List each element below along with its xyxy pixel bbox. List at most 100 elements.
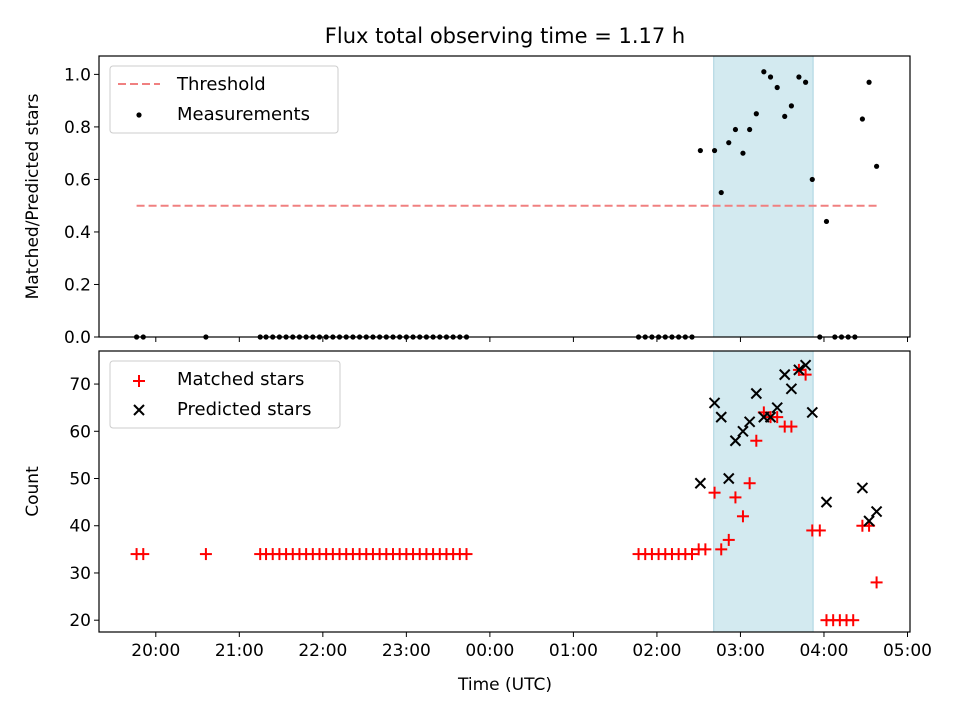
x-tick-label: 03:00: [716, 641, 765, 661]
bottom-y-axis-label: Count: [23, 466, 43, 517]
predicted-stars-point: [793, 364, 805, 376]
matched-stars-point: [743, 477, 756, 490]
predicted-stars-point-b: [737, 425, 749, 437]
legend-measurements-label: Measurements: [177, 104, 310, 125]
x-tick-label: 23:00: [382, 641, 431, 661]
x-tick-label: 20:00: [131, 641, 180, 661]
measurement-point: [859, 116, 865, 122]
measurement-point: [802, 79, 809, 85]
matched-stars-point: [785, 420, 798, 433]
predicted-stars-point: [743, 416, 756, 428]
measurement-point: [774, 84, 780, 91]
measurement-point: [718, 189, 724, 196]
matched-stars-point: [699, 543, 712, 556]
predicted-stars-point-b: [694, 477, 707, 489]
legend-threshold-label: Threshold: [176, 74, 266, 95]
y-tick-label: 40: [69, 517, 91, 537]
x-tick-label: 02:00: [632, 641, 681, 661]
y-tick-label: 1.0: [64, 65, 91, 85]
x-tick-label: 00:00: [465, 641, 514, 661]
predicted-stars-point-b: [715, 411, 727, 423]
predicted-stars-point-b: [729, 435, 742, 447]
predicted-stars-point-b: [771, 401, 783, 414]
predicted-stars-point: [856, 482, 869, 494]
bottom-y-axis: 20 30 40 50 60 70: [69, 375, 99, 631]
predicted-stars-point: [737, 425, 749, 437]
measurement-point: [823, 218, 830, 225]
x-tick-label: 01:00: [549, 641, 598, 661]
matched-stars-point: [460, 548, 473, 561]
matched-stars-point: [715, 543, 728, 556]
top-panel: 0.0 0.2 0.4 0.6 0.8 1.0 Matched/Predicted sta…: [23, 55, 911, 348]
predicted-stars-point: [750, 387, 763, 400]
predicted-stars-point-b: [764, 411, 777, 423]
bottom-legend: Matched stars Predicted stars: [109, 360, 341, 429]
y-tick-label: 30: [69, 564, 91, 584]
measurement-point: [761, 69, 767, 75]
predicted-stars-point-b: [750, 387, 763, 400]
bottom-panel-frame: [98, 350, 911, 633]
x-tick-label: 04:00: [799, 641, 848, 661]
legend-predicted-swatch: [133, 404, 145, 416]
predicted-stars-point: [723, 472, 735, 485]
predicted-stars-point: [694, 477, 707, 489]
matched-stars-point: [870, 576, 883, 589]
matched-stars-point: [137, 548, 150, 561]
predicted-stars-point-b: [806, 406, 818, 419]
chart-title: Flux total observing time = 1.17 h: [325, 24, 685, 48]
predicted-stars-point: [764, 411, 777, 423]
y-tick-label: 0.0: [64, 328, 91, 348]
top-panel-frame: [98, 55, 911, 338]
matched-stars-point: [771, 411, 784, 424]
legend-measurements-swatch: [136, 112, 142, 118]
top-legend: Threshold Measurements: [109, 65, 339, 134]
predicted-stars-point: [708, 397, 721, 409]
predicted-stars-point: [863, 515, 875, 527]
measurement-point: [767, 74, 774, 80]
top-y-axis-label: Matched/Predicted stars: [23, 93, 43, 299]
top-x-axis-ticks: [155, 337, 908, 342]
x-axis-label: Time (UTC): [457, 675, 552, 695]
y-tick-label: 20: [69, 611, 91, 631]
matched-stars-point: [199, 548, 212, 561]
x-tick-label: 21:00: [215, 641, 264, 661]
y-tick-label: 0.2: [64, 275, 91, 295]
legend-matched-swatch: [133, 375, 145, 387]
measurement-point: [873, 163, 880, 169]
observing-window-highlight-top: [713, 55, 814, 338]
measurement-point: [711, 147, 718, 154]
matched-stars-point: [736, 510, 749, 523]
measurement-point: [809, 176, 815, 183]
x-tick-label: 05:00: [883, 641, 932, 661]
matched-stars-point: [729, 491, 742, 504]
predicted-stars-point-b: [856, 482, 869, 494]
measurement-point: [782, 113, 788, 120]
measurement-point: [866, 79, 872, 85]
matched-stars-point: [750, 434, 763, 447]
measurement-point: [796, 74, 802, 80]
y-tick-label: 0.8: [64, 118, 91, 138]
measurement-point: [747, 126, 753, 133]
y-tick-label: 60: [69, 422, 91, 442]
predicted-stars-point-b: [779, 368, 791, 381]
measurement-point: [726, 140, 732, 146]
predicted-stars-point-b: [743, 416, 756, 428]
measurement-point: [732, 126, 739, 133]
matched-stars-point: [847, 614, 860, 627]
predicted-stars-point: [715, 411, 727, 423]
predicted-stars-point: [729, 435, 742, 447]
bottom-panel-marks: [130, 359, 883, 627]
matched-stars-point: [813, 524, 826, 537]
matched-stars-point: [686, 548, 699, 561]
measurement-point: [740, 150, 746, 156]
predicted-stars-point-b: [863, 515, 875, 527]
predicted-stars-point: [799, 359, 812, 371]
measurement-point: [753, 111, 759, 117]
predicted-stars-point-b: [799, 359, 812, 371]
measurement-point: [788, 103, 794, 109]
predicted-stars-point-b: [870, 505, 883, 518]
predicted-stars-point-b: [793, 364, 805, 376]
predicted-stars-point: [806, 406, 818, 419]
predicted-stars-point: [785, 383, 798, 395]
measurement-point: [697, 147, 703, 154]
